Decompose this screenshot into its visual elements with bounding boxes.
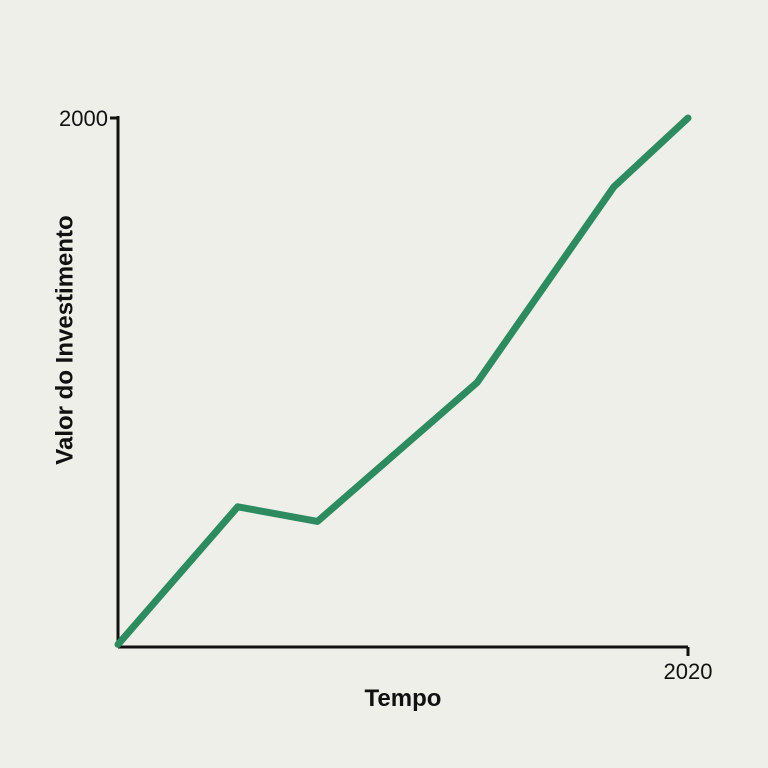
axes <box>116 116 688 649</box>
ticks: 2000 2020 <box>59 106 712 684</box>
series-line-0 <box>114 114 692 648</box>
y-axis-title: Valor do Investimento <box>51 215 78 464</box>
x-axis-title: Tempo <box>365 685 442 712</box>
y-tick-label: 2000 <box>59 106 108 131</box>
series-group <box>114 114 692 648</box>
x-tick-label: 2020 <box>664 659 713 684</box>
